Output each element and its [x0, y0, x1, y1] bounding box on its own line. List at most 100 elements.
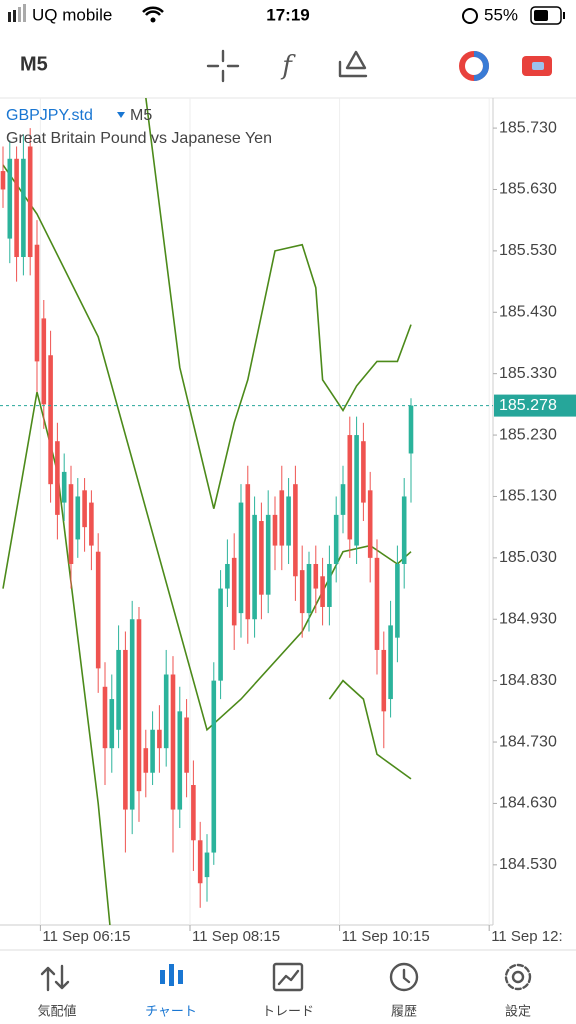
candle-body	[272, 514, 278, 546]
candle-body	[408, 405, 414, 454]
y-tick-label: 184.730	[499, 733, 557, 750]
y-tick-label: 185.630	[499, 181, 557, 198]
y-tick-label: 184.630	[499, 795, 557, 812]
candle-body	[347, 435, 353, 540]
y-tick-label: 184.530	[499, 856, 557, 873]
candle-body	[231, 557, 237, 626]
candle-body	[61, 471, 67, 503]
y-tick-label: 184.830	[499, 672, 557, 689]
candle-body	[170, 674, 176, 810]
candle-body	[327, 563, 332, 607]
candle-body	[129, 619, 135, 810]
candle-body	[150, 729, 155, 773]
y-tick-label: 185.530	[499, 242, 557, 259]
candle-body	[245, 484, 251, 620]
y-tick-label: 185.730	[499, 119, 557, 136]
candle-body	[279, 490, 285, 546]
candle-body	[401, 496, 407, 564]
x-tick-label: 11 Sep 08:15	[192, 928, 280, 945]
candle-body	[354, 435, 359, 546]
candle-body	[102, 686, 108, 749]
candle-body	[313, 563, 319, 589]
candle-body	[123, 649, 128, 810]
carrier: UQ mobile	[32, 5, 112, 24]
candle-body	[55, 441, 60, 515]
candle-body	[340, 484, 346, 515]
candle-body	[163, 674, 169, 749]
y-tick-label: 185.430	[499, 303, 557, 320]
toolbar: M5 f	[20, 49, 552, 83]
candle-body	[265, 514, 271, 595]
clock: 17:19	[266, 5, 309, 24]
candle-body	[320, 576, 325, 607]
timeframe-button[interactable]: M5	[20, 53, 48, 75]
battery-level: 55%	[484, 5, 518, 24]
symbol[interactable]: GBPJPY.std	[6, 107, 93, 124]
candle-body	[143, 748, 149, 773]
indicators-button[interactable]: f	[280, 51, 296, 81]
candle-body	[177, 711, 183, 810]
y-tick-label: 185.230	[499, 426, 557, 443]
candle-body	[7, 158, 13, 239]
candle-body	[388, 625, 393, 700]
chart-timeframe: M5	[130, 107, 152, 124]
candle-body	[191, 785, 196, 841]
candle-body	[82, 490, 87, 528]
x-tick-label: 11 Sep 06:15	[42, 928, 130, 945]
x-tick-label: 11 Sep 10:15	[342, 928, 430, 945]
candle-body	[333, 514, 339, 564]
candle-body	[34, 244, 40, 362]
candle-body	[259, 521, 264, 595]
candle-body	[184, 717, 189, 773]
candle-body	[211, 680, 217, 853]
candle-body	[381, 649, 387, 712]
candle-body	[374, 557, 380, 650]
candle-body	[116, 649, 121, 730]
objects-button[interactable]	[338, 50, 368, 78]
candle-body	[68, 484, 74, 564]
candle-body	[14, 158, 19, 258]
band-line	[145, 98, 412, 509]
candle-body	[48, 355, 53, 485]
nav-tab-label[interactable]: チャート	[145, 1003, 197, 1018]
candle-body	[109, 699, 115, 749]
nav-tab-label[interactable]: 気配値	[37, 1003, 76, 1018]
candle-body	[204, 852, 210, 878]
candle-body	[95, 551, 101, 669]
bottom-nav	[0, 949, 576, 992]
candle-body	[136, 619, 142, 792]
crosshair-button[interactable]	[206, 49, 240, 83]
plot-area	[0, 98, 490, 925]
candle-body	[238, 502, 244, 614]
nav-tab-label[interactable]: 設定	[505, 1003, 531, 1018]
candle-body	[395, 563, 400, 638]
candle-body	[252, 514, 257, 620]
candle-body	[361, 441, 366, 503]
nav-tab-label[interactable]: 履歴	[391, 1003, 417, 1018]
candle-body	[41, 318, 47, 405]
candle-body	[367, 490, 373, 558]
last-price-label: 185.278	[499, 397, 557, 414]
y-tick-label: 185.330	[499, 365, 557, 382]
candle-body	[27, 146, 33, 258]
candle-body	[299, 570, 305, 614]
x-tick-label: 11 Sep 12:	[491, 928, 562, 945]
candle-body	[197, 840, 203, 884]
candle-body	[293, 484, 298, 577]
candle-body	[0, 171, 6, 190]
candle-body	[157, 729, 162, 749]
last-price-box	[494, 394, 576, 417]
y-tick-label: 184.930	[499, 610, 557, 627]
band-line	[2, 164, 412, 732]
y-tick-label: 185.130	[499, 488, 557, 505]
candle-body	[306, 563, 312, 614]
candle-body	[89, 502, 94, 546]
nav-tab-label[interactable]: トレード	[262, 1003, 314, 1018]
candle-body	[21, 158, 26, 258]
status-bar: UQ mobile 17:19 55%	[8, 4, 565, 25]
candle-body	[286, 496, 291, 546]
candle-body	[218, 588, 223, 681]
symbol-description: Great Britain Pound vs Japanese Yen	[6, 130, 272, 147]
candle-body	[75, 496, 81, 540]
